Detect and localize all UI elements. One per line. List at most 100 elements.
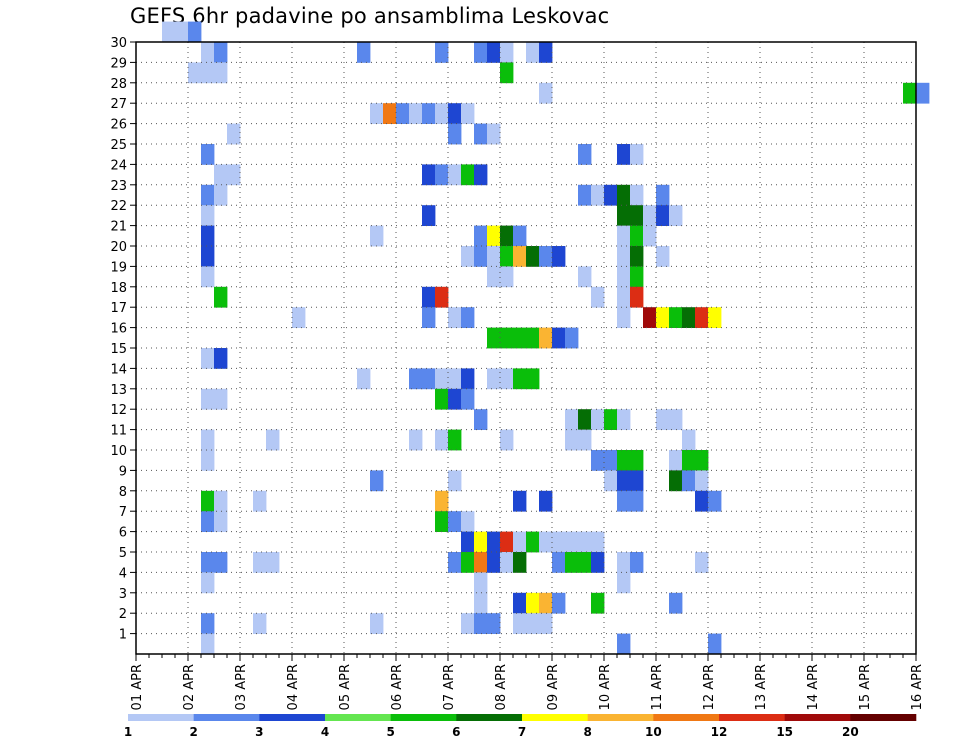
colorbar-swatch xyxy=(653,714,720,721)
colorbar-label: 15 xyxy=(776,725,793,739)
heatmap-cell xyxy=(565,531,579,553)
heatmap-cell xyxy=(617,490,631,512)
y-tick-label: 1 xyxy=(119,628,127,643)
colorbar-label: 3 xyxy=(255,725,263,739)
x-tick-label: 04 APR xyxy=(286,664,301,710)
heatmap-cell xyxy=(214,184,228,206)
heatmap-cell xyxy=(253,613,267,634)
heatmap-cell xyxy=(630,490,644,512)
colorbar-label: 20 xyxy=(842,725,859,739)
heatmap-cell xyxy=(539,613,553,634)
heatmap-cell xyxy=(409,103,423,124)
heatmap-cell xyxy=(513,327,527,349)
heatmap-cell xyxy=(201,633,215,655)
heatmap-cell xyxy=(448,103,462,124)
heatmap-cell xyxy=(591,592,605,614)
heatmap-cell xyxy=(487,246,501,267)
heatmap-cell xyxy=(500,327,514,349)
heatmap-cell xyxy=(630,246,644,267)
heatmap-cell xyxy=(474,164,488,186)
heatmap-cell xyxy=(539,42,553,63)
heatmap-cell xyxy=(526,327,540,349)
y-tick-label: 26 xyxy=(110,118,127,133)
heatmap-cell xyxy=(383,103,397,124)
heatmap-cell xyxy=(500,62,514,84)
heatmap-cell xyxy=(487,531,501,553)
y-tick-label: 19 xyxy=(110,260,127,275)
heatmap-cell xyxy=(448,368,462,390)
heatmap-cell xyxy=(617,286,631,308)
heatmap-cell xyxy=(474,613,488,634)
heatmap-cell xyxy=(617,470,631,492)
heatmap-cell xyxy=(539,490,553,512)
heatmap-cell xyxy=(552,592,566,614)
heatmap-cell xyxy=(604,184,618,206)
heatmap-cell xyxy=(448,470,462,492)
colorbar-swatch xyxy=(587,714,654,721)
heatmap-cell xyxy=(435,164,449,186)
heatmap-cell xyxy=(500,42,514,63)
heatmap-cell xyxy=(474,123,488,145)
heatmap-cell xyxy=(526,246,540,267)
heatmap-cell xyxy=(435,490,449,512)
heatmap-cell xyxy=(617,409,631,430)
heatmap-cell xyxy=(695,490,709,512)
heatmap-cell xyxy=(695,470,709,492)
y-tick-label: 6 xyxy=(119,526,127,541)
heatmap-cell xyxy=(630,205,644,226)
heatmap-cell xyxy=(643,225,657,247)
heatmap-cell xyxy=(461,511,475,532)
heatmap-cell xyxy=(448,429,462,451)
y-tick-label: 17 xyxy=(110,301,127,316)
heatmap-cell xyxy=(513,246,527,267)
heatmap-cell xyxy=(591,450,605,471)
heatmap-cell xyxy=(214,42,228,63)
y-tick-label: 3 xyxy=(119,587,127,602)
heatmap-cell xyxy=(526,531,540,553)
heatmap-cell xyxy=(513,613,527,634)
heatmap-cell xyxy=(513,225,527,247)
heatmap-cell xyxy=(682,450,696,471)
y-tick-label: 14 xyxy=(110,362,127,377)
heatmap-cell xyxy=(604,450,618,471)
chart-title: GEFS 6hr padavine po ansamblima Leskovac xyxy=(130,4,610,28)
y-tick-label: 11 xyxy=(110,424,127,439)
heatmap-cell xyxy=(435,286,449,308)
y-tick-label: 27 xyxy=(110,97,127,112)
heatmap-cell xyxy=(422,368,436,390)
heatmap-cell xyxy=(461,246,475,267)
heatmap-cell xyxy=(539,592,553,614)
heatmap-cell xyxy=(201,552,215,573)
heatmap-cell xyxy=(643,205,657,226)
heatmap-cell xyxy=(630,225,644,247)
heatmap-cell xyxy=(487,42,501,63)
heatmap-cell xyxy=(370,613,384,634)
x-tick-label: 06 APR xyxy=(390,664,405,710)
colorbar-label: 10 xyxy=(645,725,662,739)
colorbar-swatch xyxy=(522,714,588,721)
heatmap-cell xyxy=(578,531,592,553)
x-tick-label: 03 APR xyxy=(234,664,249,710)
y-tick-label: 15 xyxy=(110,342,127,357)
heatmap-cell xyxy=(643,307,657,328)
heatmap-cell xyxy=(253,552,267,573)
x-tick-label: 11 APR xyxy=(650,664,665,710)
heatmap-cell xyxy=(591,286,605,308)
colorbar-label: 1 xyxy=(124,725,132,739)
heatmap-cell xyxy=(513,490,527,512)
heatmap-cell xyxy=(578,429,592,451)
colorbar-label: 2 xyxy=(189,725,197,739)
x-tick-label: 14 APR xyxy=(806,664,821,710)
heatmap-cell xyxy=(617,246,631,267)
heatmap-cell xyxy=(461,531,475,553)
colorbar-swatch xyxy=(128,714,194,721)
heatmap-cell xyxy=(422,205,436,226)
heatmap-cell xyxy=(188,62,202,84)
y-tick-label: 30 xyxy=(110,36,127,51)
heatmap-cell xyxy=(188,21,202,43)
heatmap-cell xyxy=(474,531,488,553)
heatmap-cell xyxy=(175,21,189,43)
x-tick-label: 02 APR xyxy=(182,664,197,710)
heatmap-cell xyxy=(435,368,449,390)
heatmap-cell xyxy=(617,572,631,594)
